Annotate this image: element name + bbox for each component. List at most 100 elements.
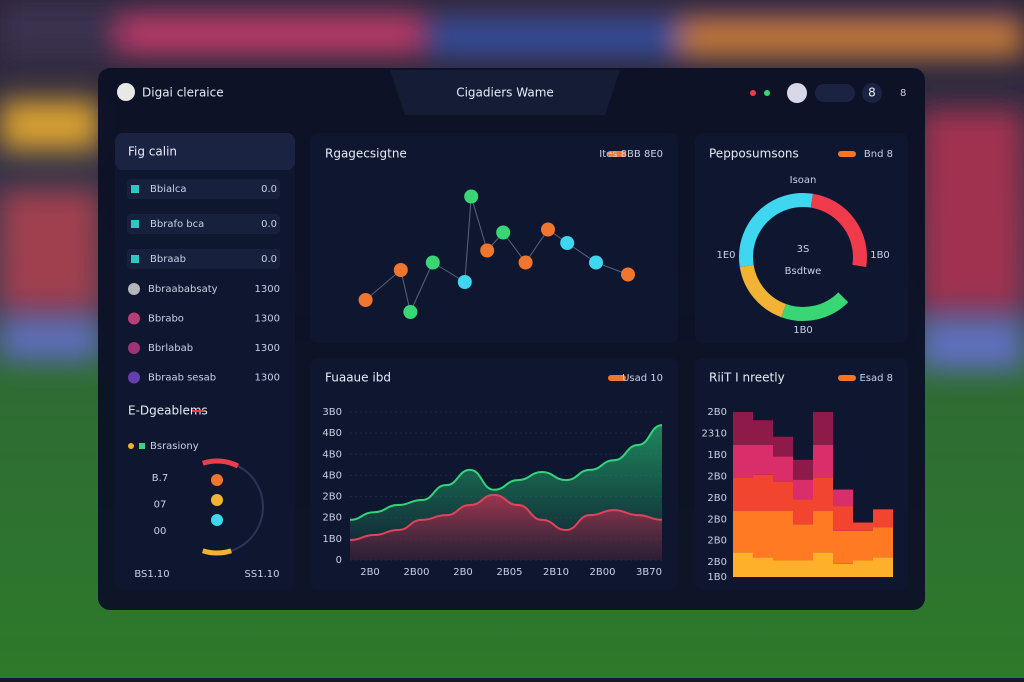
point [457, 275, 472, 289]
card-title: Rgagecsigtne [325, 147, 407, 161]
x-tick-label: 3B70 [636, 567, 662, 578]
point [393, 263, 408, 277]
x-tick-label: 2B10 [543, 567, 569, 578]
bar-segment [813, 412, 833, 445]
donut-label: 1E0 [716, 250, 735, 261]
x-tick-label: 2B00 [404, 567, 430, 578]
bar-segment [733, 552, 753, 577]
bar-segment [853, 530, 873, 561]
donut-segment [739, 264, 787, 318]
y-tick-label: 0 [336, 555, 342, 566]
y-tick-label: 2B0 [322, 492, 342, 503]
bar-segment [793, 479, 813, 500]
legend-dot [139, 443, 145, 449]
gauge-label: 07 [154, 500, 167, 511]
y-tick-label: 1B0 [707, 572, 727, 583]
x-tick-label: 2B00 [590, 567, 616, 578]
card-title: Fuaaue ibd [325, 371, 391, 385]
card-title: RiiT I nreetly [709, 371, 785, 385]
list-value: 1300 [255, 373, 280, 384]
bar-segment [733, 445, 753, 478]
bar-segment [793, 524, 813, 561]
y-tick-label: 2B0 [707, 407, 727, 418]
legend-label: Bsrasiony [150, 441, 199, 452]
gauge-dot [211, 474, 223, 486]
connector [470, 196, 488, 251]
icon [128, 312, 140, 325]
point [358, 293, 373, 307]
avatar[interactable] [787, 83, 807, 103]
list-value: 1300 [255, 284, 280, 295]
y-tick-label: 4B0 [322, 470, 342, 481]
bar-segment [793, 459, 813, 480]
footer-value: SS1.10 [245, 569, 280, 580]
y-tick-label: 2B0 [707, 471, 727, 482]
bar-segment [853, 522, 873, 531]
gauge-arc [202, 548, 232, 556]
bar-segment [773, 481, 793, 511]
legend-swatch [838, 375, 856, 381]
point [425, 255, 440, 270]
badge-button[interactable] [862, 83, 882, 103]
bar-segment [753, 445, 773, 475]
area-line [349, 493, 663, 542]
y-tick-label: 2B0 [707, 493, 727, 504]
item-value: 0.0 [261, 254, 277, 265]
scatter-card [310, 133, 678, 343]
list-item[interactable] [127, 179, 280, 199]
bar-segment [873, 557, 893, 577]
bar-segment [873, 527, 893, 558]
donut-card [695, 133, 908, 343]
donut-label: 1B0 [793, 325, 813, 336]
y-tick-label: 2B0 [707, 557, 727, 568]
bar-segment [833, 489, 853, 507]
item-label: Bbialca [150, 184, 187, 195]
list-label: Bbraababsaty [148, 284, 218, 295]
point [541, 222, 555, 237]
donut-segment [781, 292, 849, 321]
legend-swatch [608, 151, 626, 157]
area-fill [350, 494, 662, 560]
bar-segment [773, 511, 793, 561]
gauge-label: 00 [154, 526, 167, 537]
bar-segment [813, 511, 833, 553]
bar-segment [733, 478, 753, 511]
connector [400, 269, 411, 313]
title-tab [390, 70, 620, 115]
y-tick-label: 1B0 [322, 534, 342, 545]
item-label: Bbraab [150, 254, 186, 265]
status-dot [750, 90, 756, 96]
bar-segment [753, 420, 773, 445]
item-value: 0.0 [261, 219, 277, 230]
y-tick-label: 2310 [702, 428, 727, 439]
stadium-blur [0, 0, 1024, 370]
brand: Digai cleraice [142, 86, 224, 100]
footer-value: BS1.10 [134, 569, 169, 580]
legend-label: Usad 10 [622, 373, 663, 384]
bar-segment [773, 436, 793, 457]
list-label: Bbraab sesab [148, 373, 216, 384]
point [518, 255, 533, 270]
y-tick-label: 4B0 [322, 428, 342, 439]
bar-segment [813, 552, 833, 577]
list-label: Bbrlabab [148, 343, 193, 354]
bar-segment [813, 478, 833, 511]
sidebar-header [115, 133, 295, 170]
sidebar-title: Fig calin [128, 145, 177, 159]
bar-segment [853, 560, 873, 577]
point [403, 305, 418, 319]
list-item[interactable] [127, 214, 280, 234]
list-value: 1300 [255, 343, 280, 354]
y-tick-label: 2B0 [707, 536, 727, 547]
list-item[interactable] [127, 249, 280, 269]
pill-button[interactable] [815, 84, 855, 102]
list-label: Bbrabo [148, 314, 184, 325]
connector [409, 262, 434, 313]
donut-value: 3S [797, 244, 810, 255]
bar-segment [773, 560, 793, 577]
y-tick-label: 2B0 [322, 513, 342, 524]
point [560, 236, 575, 250]
donut-caption: Bsdtwe [785, 266, 822, 277]
gauge-dot [211, 514, 223, 526]
y-tick-label: 1B0 [707, 450, 727, 461]
